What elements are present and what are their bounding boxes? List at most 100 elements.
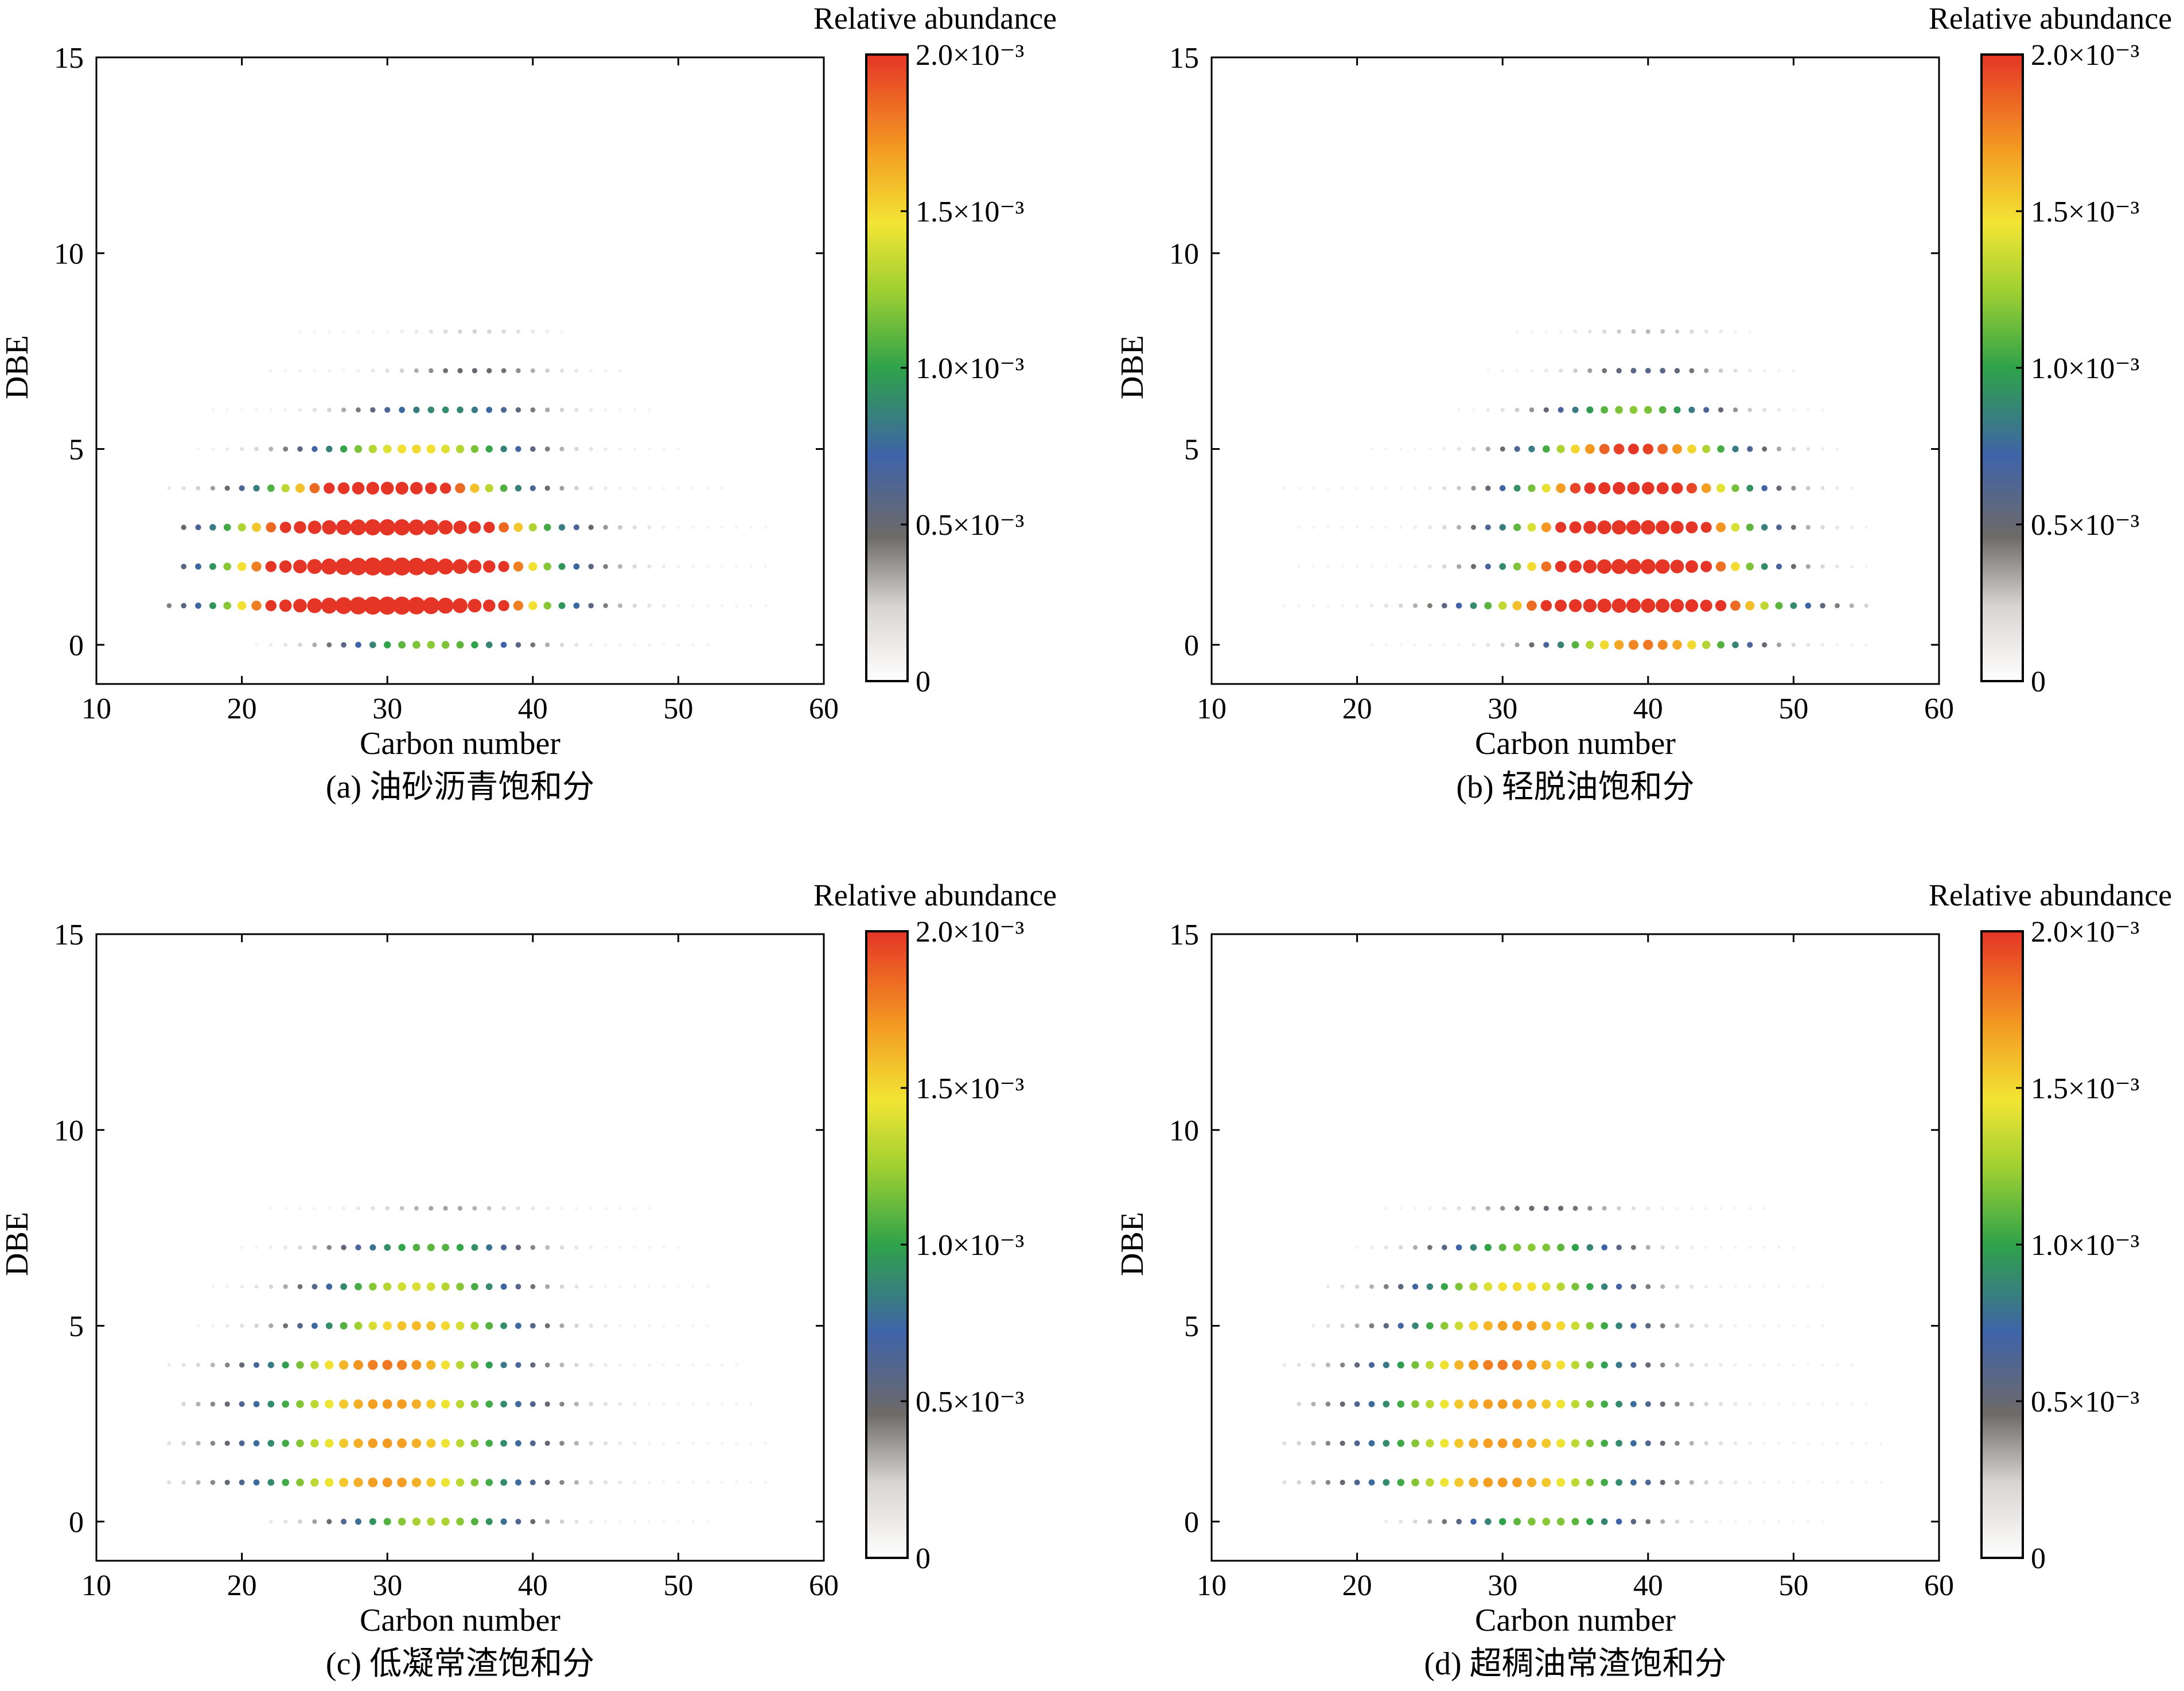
data-point — [326, 1283, 333, 1290]
data-point — [339, 1400, 349, 1409]
data-point — [1428, 486, 1432, 491]
data-point — [1498, 1282, 1507, 1291]
data-point — [307, 598, 322, 613]
data-point — [633, 1245, 637, 1250]
data-point — [1311, 1402, 1316, 1406]
data-point — [1687, 444, 1696, 454]
data-point — [382, 1399, 392, 1409]
y-tick-label: 15 — [1169, 42, 1199, 75]
data-point — [1733, 1324, 1738, 1328]
x-tick-label: 10 — [81, 1569, 111, 1602]
data-point — [1541, 1439, 1551, 1448]
data-point — [647, 643, 651, 647]
data-point — [1675, 329, 1680, 334]
data-point — [398, 1518, 406, 1526]
data-point — [1571, 1282, 1579, 1290]
colorbar-tick-label: 2.0×10⁻³ — [2031, 39, 2139, 72]
data-point — [378, 557, 396, 576]
data-point — [1455, 1244, 1462, 1251]
data-point — [1572, 406, 1579, 413]
data-point — [1326, 526, 1330, 529]
data-point — [167, 1363, 172, 1367]
data-point — [456, 1478, 465, 1487]
data-point — [312, 642, 317, 647]
x-tick-label: 60 — [1924, 693, 1954, 725]
y-tick-label: 0 — [1184, 629, 1199, 662]
data-point — [1704, 1324, 1708, 1328]
data-point — [1820, 486, 1825, 491]
data-point — [676, 604, 680, 608]
data-point — [1631, 1245, 1636, 1250]
data-point — [691, 643, 695, 647]
data-point — [312, 1519, 317, 1524]
data-point — [310, 1439, 319, 1448]
data-point — [499, 522, 509, 532]
data-point — [1485, 563, 1491, 570]
data-point — [1660, 1401, 1665, 1407]
data-point — [1457, 408, 1461, 412]
data-point — [1485, 1518, 1492, 1525]
data-point — [453, 559, 468, 574]
data-point — [1471, 446, 1476, 452]
data-point — [1586, 1244, 1594, 1251]
data-point — [1626, 559, 1641, 574]
colorbar: Relative abundance 0 0.5×10⁻³ 1.0×10⁻³ 1.5×1… — [813, 878, 1057, 1575]
x-tick-label: 40 — [518, 693, 548, 725]
data-point — [335, 558, 352, 575]
data-point — [706, 1363, 710, 1367]
data-point — [1426, 1478, 1434, 1487]
data-point — [604, 1402, 608, 1406]
data-point — [1731, 484, 1739, 492]
data-point — [239, 485, 245, 491]
data-point — [1557, 1243, 1565, 1251]
data-point — [181, 602, 187, 609]
data-point — [267, 1401, 275, 1408]
data-point — [1442, 1519, 1447, 1525]
data-point — [1471, 408, 1476, 412]
data-point — [1719, 1441, 1723, 1445]
data-point — [297, 1323, 303, 1329]
data-point — [1629, 406, 1638, 414]
data-point — [1497, 1321, 1508, 1331]
data-point — [734, 604, 738, 608]
data-point — [764, 1441, 768, 1445]
data-point — [407, 558, 426, 576]
data-point — [1805, 525, 1811, 530]
data-point — [1383, 1440, 1390, 1447]
data-point — [482, 599, 496, 612]
x-tick-label: 10 — [1197, 693, 1227, 725]
data-point — [1515, 329, 1519, 333]
data-point — [1559, 329, 1563, 333]
data-point — [1384, 1206, 1388, 1210]
data-point — [604, 1519, 608, 1523]
data-point — [1601, 1322, 1608, 1330]
data-point — [1641, 520, 1656, 535]
data-point — [618, 1206, 622, 1210]
colorbar-tick-label: 1.5×10⁻³ — [916, 1072, 1024, 1105]
data-point — [1341, 526, 1345, 529]
data-point — [240, 1324, 244, 1328]
y-tick-label: 5 — [69, 1311, 84, 1343]
data-point — [1777, 1480, 1781, 1484]
data-point — [1529, 329, 1533, 333]
data-point — [618, 486, 622, 490]
data-point — [1761, 524, 1768, 531]
data-point — [530, 1401, 536, 1407]
data-point — [1311, 604, 1315, 608]
data-point — [1689, 1402, 1694, 1406]
data-point — [210, 485, 215, 491]
colorbar-tick-label: 1.0×10⁻³ — [916, 1229, 1024, 1262]
data-point — [1440, 1400, 1449, 1409]
data-point — [338, 1360, 349, 1370]
data-point — [559, 1245, 565, 1250]
data-point — [1311, 1441, 1316, 1446]
data-point — [340, 1283, 347, 1290]
data-point — [456, 1518, 464, 1526]
colorbar-title: Relative abundance — [813, 878, 1057, 912]
data-point — [1512, 1399, 1523, 1409]
data-point — [1864, 643, 1868, 647]
data-point — [1369, 565, 1374, 569]
data-point — [661, 1363, 666, 1367]
data-point — [574, 1284, 579, 1289]
data-point — [397, 444, 407, 454]
